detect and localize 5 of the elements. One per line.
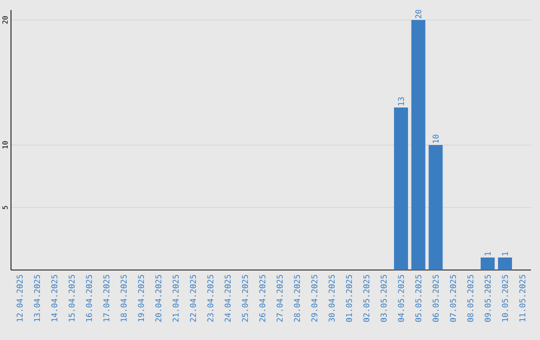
bar (498, 258, 512, 270)
bar (428, 145, 443, 270)
bar (411, 20, 426, 270)
bar (394, 108, 408, 270)
bar (480, 258, 495, 270)
